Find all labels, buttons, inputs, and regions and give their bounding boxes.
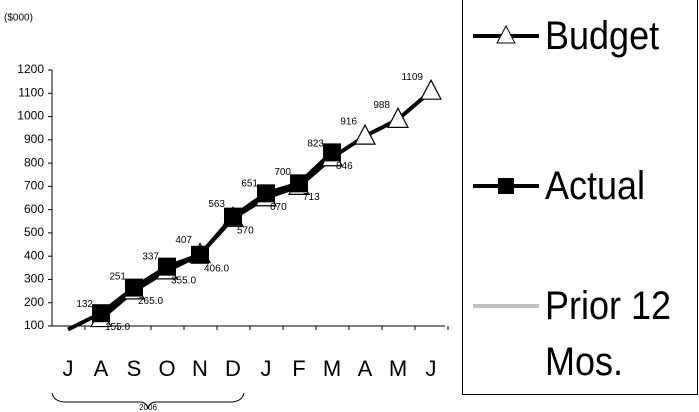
data-label: 355.0	[171, 275, 196, 286]
x-tick-label: M	[389, 356, 407, 381]
x-tick-label: J	[63, 356, 74, 381]
data-label: 700	[274, 167, 291, 178]
x-tick-label: O	[158, 356, 175, 381]
period-bracket	[51, 392, 245, 410]
legend-entry: Prior 12 Mos.	[471, 278, 699, 390]
data-label: 406.0	[204, 263, 229, 274]
legend-marker	[498, 178, 514, 194]
legend-label: Actual	[545, 164, 646, 208]
x-tick-label: D	[225, 356, 241, 381]
x-tick-label: A	[358, 356, 373, 381]
legend-icon	[473, 304, 539, 308]
data-label: 651	[241, 178, 258, 189]
x-tick-label: N	[192, 356, 208, 381]
x-tick-label: J	[426, 356, 437, 381]
marker-square	[191, 245, 209, 264]
marker-triangle	[354, 123, 376, 145]
chart: ($000) 2006 100 200 300 400 500 600 700 800 900 1…	[4, 13, 449, 412]
y-tick-label: 400	[24, 248, 44, 262]
marker-square	[125, 278, 143, 297]
data-label: 563	[208, 199, 225, 210]
data-label: 570	[237, 225, 254, 236]
y-tick-label: 500	[24, 225, 44, 239]
data-label: 337	[142, 251, 159, 262]
data-label: 916	[340, 117, 357, 128]
legend-label: Budget	[545, 14, 660, 58]
legend-entry: Actual	[471, 158, 699, 214]
marker-square	[224, 207, 242, 226]
data-label: 155.0	[105, 322, 130, 333]
y-tick-label: 800	[24, 155, 44, 169]
x-tick-label: A	[94, 356, 109, 381]
legend-label: Prior 12 Mos.	[545, 284, 672, 384]
data-label: 670	[270, 202, 287, 213]
marker-square	[158, 257, 176, 276]
legend-icon	[473, 178, 539, 194]
period-label: 2006	[139, 403, 157, 412]
marker-square	[290, 174, 308, 193]
data-label: 1109	[401, 72, 423, 83]
data-label: 823	[307, 138, 324, 149]
y-tick-label: 600	[24, 202, 44, 216]
marker-square	[323, 143, 341, 162]
y-tick-label: 700	[24, 179, 44, 193]
legend: Budget Actual Prior 12 Mos.	[462, 0, 698, 395]
y-tick-label: 300	[24, 272, 44, 286]
data-label: 713	[303, 192, 320, 203]
marker-square	[92, 304, 110, 323]
data-label: 407	[175, 235, 192, 246]
y-tick-label: 100	[24, 318, 44, 332]
y-tick-label: 1000	[17, 109, 44, 123]
y-tick-label: 900	[24, 132, 44, 146]
y-axis-label: ($000)	[4, 13, 33, 24]
data-label: 132	[76, 299, 93, 310]
legend-entry: Budget	[471, 8, 699, 64]
y-tick-label: 1200	[17, 62, 44, 76]
x-tick-label: S	[127, 356, 142, 381]
data-label: 846	[336, 161, 353, 172]
marker-square	[257, 184, 275, 203]
marker-triangle	[387, 107, 409, 128]
x-tick-label: F	[292, 356, 305, 381]
legend-icon	[473, 24, 539, 44]
legend-marker	[496, 24, 516, 44]
marker-triangle	[420, 78, 442, 100]
y-tick-label: 1100	[18, 85, 44, 99]
x-tick-label: M	[323, 356, 341, 381]
data-label: 988	[373, 100, 390, 111]
data-label: 265.0	[138, 296, 163, 307]
x-tick-label: J	[261, 356, 272, 381]
data-label: 251	[109, 271, 126, 282]
y-tick-label: 200	[24, 295, 44, 309]
